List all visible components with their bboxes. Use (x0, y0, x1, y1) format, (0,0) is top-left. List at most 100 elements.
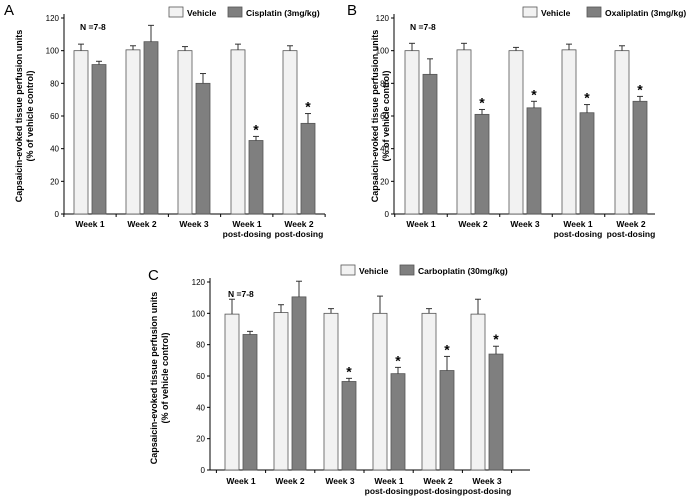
x-tick-label-line: post-dosing (275, 229, 324, 239)
x-tick-label-line: Week 1 (232, 219, 261, 229)
y-tick-label: 60 (196, 372, 205, 381)
y-axis-title-line: (% of vehicle control) (160, 332, 170, 423)
n-label: N =7-8 (410, 22, 436, 32)
y-tick-label: 100 (376, 47, 390, 56)
drug-bar (300, 122, 316, 215)
x-tick-label-line: post-dosing (365, 486, 414, 496)
legend-label: Oxaliplatin (3mg/kg) (605, 8, 686, 18)
drug-bar (248, 140, 264, 215)
y-tick-label: 120 (192, 278, 206, 287)
drug-bar (488, 353, 504, 471)
vehicle-bar (323, 312, 339, 471)
legend-swatch-drug (227, 6, 243, 18)
vehicle-bar (125, 49, 141, 215)
legend-swatch-drug (399, 264, 415, 276)
vehicle-bar (372, 312, 388, 471)
x-tick-label-line: Week 3 (325, 476, 354, 486)
y-axis-title: Capsaicin-evoked tissue perfusion units(… (14, 30, 35, 203)
y-axis-title-line: Capsaicin-evoked tissue perfusion units (149, 292, 159, 465)
panel-letter: B (347, 2, 357, 19)
legend-label: Carboplatin (30mg/kg) (418, 266, 508, 276)
significance-star: * (479, 94, 485, 110)
vehicle-bar (230, 49, 246, 215)
x-tick-label-line: Week 2 (458, 219, 487, 229)
legend-swatch-vehicle (340, 264, 356, 276)
x-tick-label-line: post-dosing (414, 486, 463, 496)
chart-panel-c: C Capsaicin-evoked tissue perfusion units… (148, 264, 530, 496)
x-tick-label-line: Week 3 (472, 476, 501, 486)
vehicle-bar (421, 312, 437, 471)
y-tick-label: 0 (385, 210, 390, 219)
drug-bar (526, 107, 542, 215)
x-tick-label: Week 3 (325, 476, 354, 486)
significance-star: * (584, 90, 590, 106)
x-tick-label-line: Week 2 (275, 476, 304, 486)
y-axis-title: Capsaicin-evoked tissue perfusion units(… (370, 30, 391, 203)
x-tick-label-line: post-dosing (463, 486, 512, 496)
x-tick-label: Week 2 post-dosing (414, 476, 463, 496)
legend-label: Vehicle (359, 266, 389, 276)
x-tick-label-line: Week 1 (75, 219, 104, 229)
y-tick-label: 120 (376, 14, 390, 23)
x-tick-label-line: Week 1 (406, 219, 435, 229)
y-tick-label: 20 (50, 177, 59, 186)
y-tick-label: 80 (380, 79, 389, 88)
drug-bar (242, 334, 258, 471)
drug-bar (143, 41, 159, 215)
y-axis-title-line: (% of vehicle control) (25, 70, 35, 161)
significance-star: * (444, 341, 450, 357)
significance-star: * (395, 352, 401, 368)
significance-star: * (305, 99, 311, 115)
legend-swatch-vehicle (168, 6, 184, 18)
x-tick-label: Week 3 (510, 219, 539, 229)
significance-star: * (493, 331, 499, 347)
vehicle-bar (273, 312, 289, 471)
y-tick-label: 0 (201, 466, 206, 475)
y-axis-title-line: Capsaicin-evoked tissue perfusion units (370, 30, 380, 203)
x-tick-label: Week 3 (179, 219, 208, 229)
y-tick-label: 100 (192, 309, 206, 318)
x-tick-label-line: Week 1 (226, 476, 255, 486)
significance-star: * (531, 86, 537, 102)
y-tick-label: 40 (380, 145, 389, 154)
legend-swatch-drug (586, 6, 602, 18)
vehicle-bar (73, 50, 89, 215)
x-tick-label: Week 1 post-dosing (365, 476, 414, 496)
vehicle-bar (561, 49, 577, 215)
significance-star: * (637, 81, 643, 97)
legend-swatch-vehicle (522, 6, 538, 18)
vehicle-bar (282, 50, 298, 215)
x-tick-label: Week 1 (406, 219, 435, 229)
x-tick-label: Week 2 (458, 219, 487, 229)
y-tick-label: 80 (50, 79, 59, 88)
x-tick-label-line: Week 2 (127, 219, 156, 229)
x-tick-label-line: Week 1 (563, 219, 592, 229)
vehicle-bar (404, 50, 420, 215)
drug-bar (91, 64, 107, 215)
chart-panel-b: B Capsaicin-evoked tissue perfusion units… (347, 2, 686, 239)
drug-bar (390, 373, 406, 471)
drug-bar (579, 112, 595, 215)
x-tick-label: Week 2 post-dosing (275, 219, 324, 239)
drug-bar (632, 100, 648, 215)
y-tick-label: 40 (196, 403, 205, 412)
legend-label: Vehicle (187, 8, 217, 18)
significance-star: * (346, 363, 352, 379)
n-label: N =7-8 (228, 289, 254, 299)
x-tick-label: Week 1 post-dosing (223, 219, 272, 239)
drug-bar (195, 82, 211, 215)
x-tick-label-line: post-dosing (607, 229, 656, 239)
x-tick-label-line: post-dosing (223, 229, 272, 239)
y-tick-label: 100 (46, 47, 60, 56)
x-tick-label-line: Week 3 (179, 219, 208, 229)
x-tick-label: Week 2 post-dosing (607, 219, 656, 239)
x-tick-label-line: Week 2 (284, 219, 313, 229)
x-tick-label-line: Week 2 (616, 219, 645, 229)
y-tick-label: 120 (46, 14, 60, 23)
drug-bar (439, 370, 455, 471)
x-tick-label-line: post-dosing (554, 229, 603, 239)
x-tick-label-line: Week 1 (374, 476, 403, 486)
x-tick-label: Week 3 post-dosing (463, 476, 512, 496)
